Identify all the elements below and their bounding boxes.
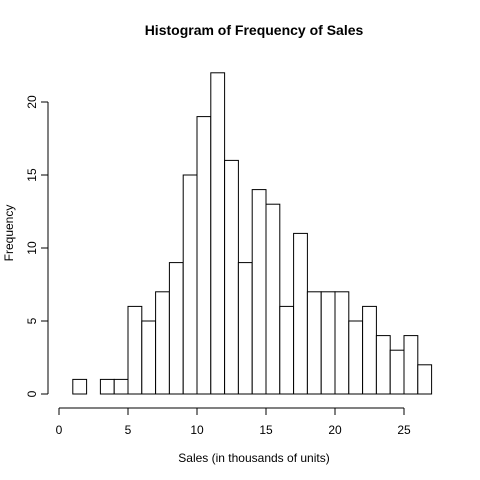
histogram-bar xyxy=(389,349,405,395)
histogram-bar xyxy=(293,232,308,395)
y-tick-label: 0 xyxy=(25,390,39,397)
histogram-bar xyxy=(417,364,433,395)
y-axis: 0 5 10 15 20 xyxy=(25,95,49,397)
histogram-bar xyxy=(182,174,198,395)
histogram-bar xyxy=(196,116,212,395)
histogram-bar xyxy=(306,291,322,395)
x-axis-label: Sales (in thousands of units) xyxy=(178,451,329,465)
y-tick-label: 15 xyxy=(25,168,39,182)
x-axis: 0 5 10 15 20 25 xyxy=(56,407,411,437)
histogram-bar xyxy=(375,335,391,395)
x-tick-label: 15 xyxy=(259,423,273,437)
x-tick-label: 20 xyxy=(328,423,342,437)
histogram-bar xyxy=(362,305,377,395)
histogram-bar xyxy=(265,203,281,395)
histogram-bar xyxy=(155,291,170,395)
x-tick-label: 10 xyxy=(190,423,204,437)
histogram-bar xyxy=(334,291,350,395)
histogram-bar xyxy=(224,159,239,395)
histogram-bar xyxy=(320,291,336,395)
histogram-bar xyxy=(168,262,184,395)
x-tick-label: 5 xyxy=(125,423,132,437)
histogram-bar xyxy=(210,72,226,395)
x-tick-label: 25 xyxy=(397,423,411,437)
y-axis-label: Frequency xyxy=(2,205,16,262)
histogram-bar xyxy=(127,305,143,395)
chart-title: Histogram of Frequency of Sales xyxy=(145,22,364,38)
y-tick-label: 5 xyxy=(25,317,39,324)
bars-group xyxy=(72,72,433,395)
histogram-bar xyxy=(99,378,115,395)
x-tick-label: 0 xyxy=(56,423,63,437)
y-tick-label: 10 xyxy=(25,241,39,255)
histogram-bar xyxy=(279,305,295,395)
histogram-bar xyxy=(237,262,253,395)
y-tick-label: 20 xyxy=(25,95,39,109)
histogram-bar xyxy=(113,378,129,395)
histogram-bar xyxy=(251,189,267,395)
histogram-bar xyxy=(72,378,88,395)
histogram-bar xyxy=(403,335,419,395)
histogram-bar xyxy=(141,320,157,395)
histogram-bar xyxy=(348,320,364,395)
